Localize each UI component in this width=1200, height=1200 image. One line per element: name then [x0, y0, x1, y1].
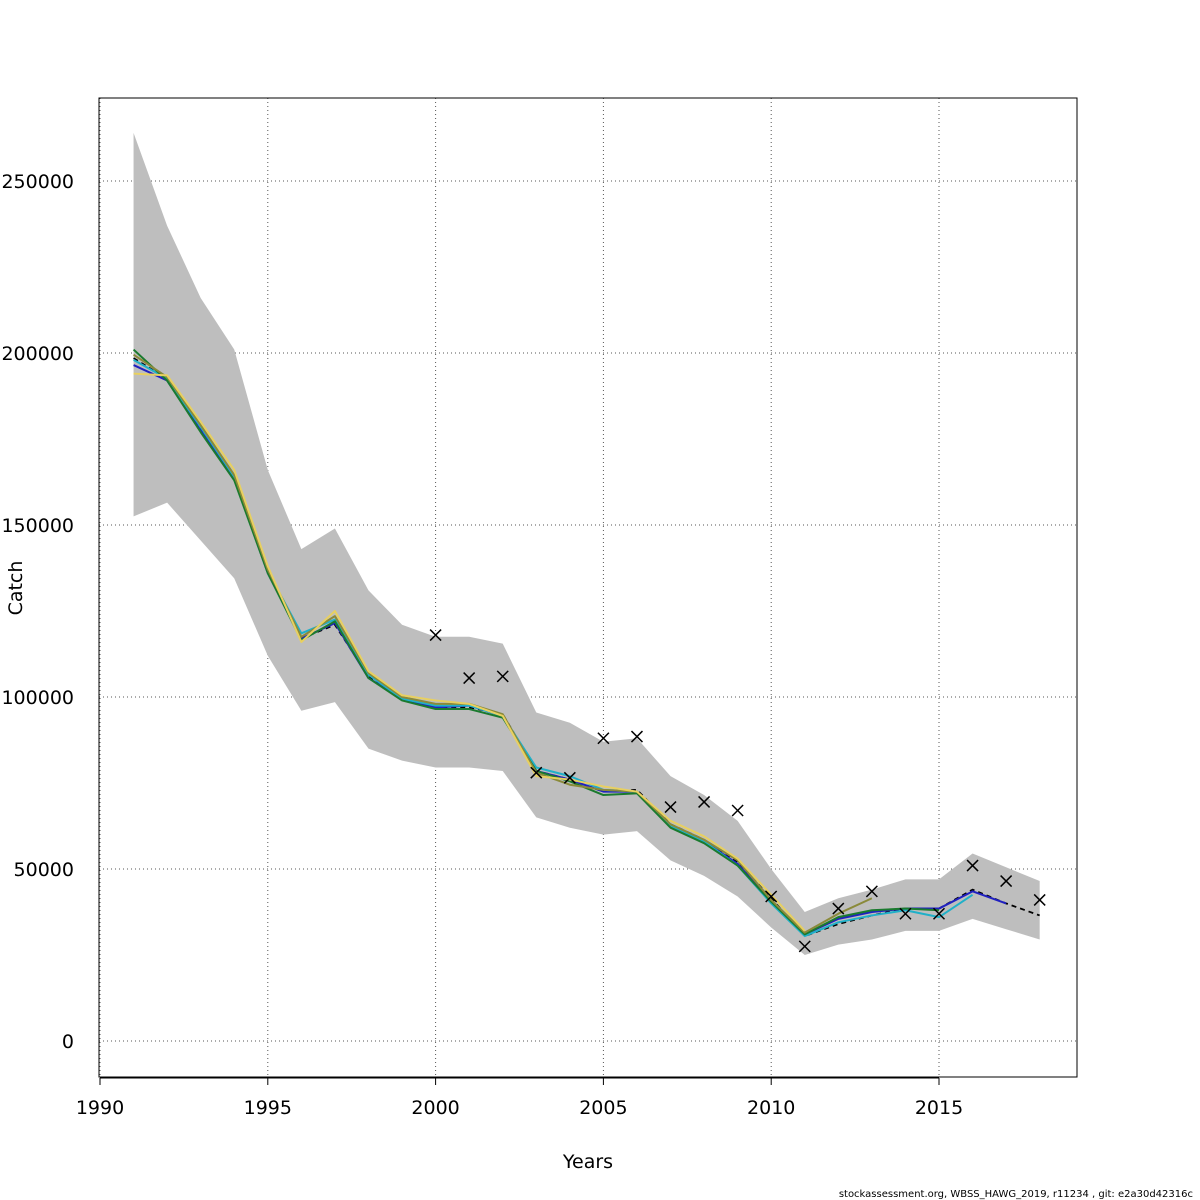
- observation-point: [664, 801, 677, 814]
- y-tick-label: 150000: [1, 515, 74, 537]
- confidence-band: [133, 132, 1040, 956]
- x-tick-label: 2015: [915, 1097, 963, 1119]
- footer-note: stockassessment.org, WBSS_HAWG_2019, r11…: [839, 1189, 1193, 1200]
- y-tick-label: 50000: [14, 859, 74, 881]
- series-line-6: [133, 372, 806, 932]
- observation-point: [932, 907, 946, 920]
- observation-point: [798, 940, 811, 953]
- y-axis-title: Catch: [5, 561, 27, 616]
- observation-point: [1000, 875, 1013, 888]
- observation-point: [429, 629, 442, 642]
- x-axis-title: Years: [562, 1151, 613, 1173]
- x-tick-label: 2010: [747, 1097, 795, 1119]
- observation-point: [765, 890, 778, 903]
- observation-point: [865, 885, 878, 898]
- y-tick-label: 250000: [1, 171, 74, 193]
- y-axis: 0 50000 100000 150000 200000 250000: [1, 171, 74, 1053]
- observation-point: [563, 771, 576, 784]
- confidence-band-layer: [133, 132, 1040, 956]
- observation-point: [630, 730, 643, 743]
- observation-point: [731, 804, 744, 817]
- y-tick-label: 100000: [1, 687, 74, 709]
- grid-lines: [99, 98, 1077, 1077]
- observation-point: [530, 766, 543, 779]
- observation-point: [966, 859, 979, 872]
- observation-markers: [429, 629, 1046, 953]
- x-tick-label: 1990: [76, 1097, 124, 1119]
- observation-point: [496, 670, 509, 683]
- x-tick-label: 2005: [579, 1097, 627, 1119]
- y-tick-label: 0: [62, 1031, 74, 1053]
- series-layer: [132, 348, 1040, 938]
- x-tick-label: 2000: [411, 1097, 459, 1119]
- observation-point: [463, 672, 476, 685]
- y-tick-label: 200000: [1, 343, 74, 365]
- observation-point: [899, 907, 912, 920]
- observation-point: [1033, 893, 1046, 906]
- plot-frame: [98, 97, 1078, 1078]
- observation-point: [832, 902, 845, 915]
- observation-point: [698, 795, 711, 808]
- observation-point: [597, 732, 610, 745]
- x-axis: 1990 1995 2000 2005 2010 2015: [76, 1077, 963, 1119]
- x-tick-label: 1995: [244, 1097, 292, 1119]
- series-line-5: [133, 353, 873, 934]
